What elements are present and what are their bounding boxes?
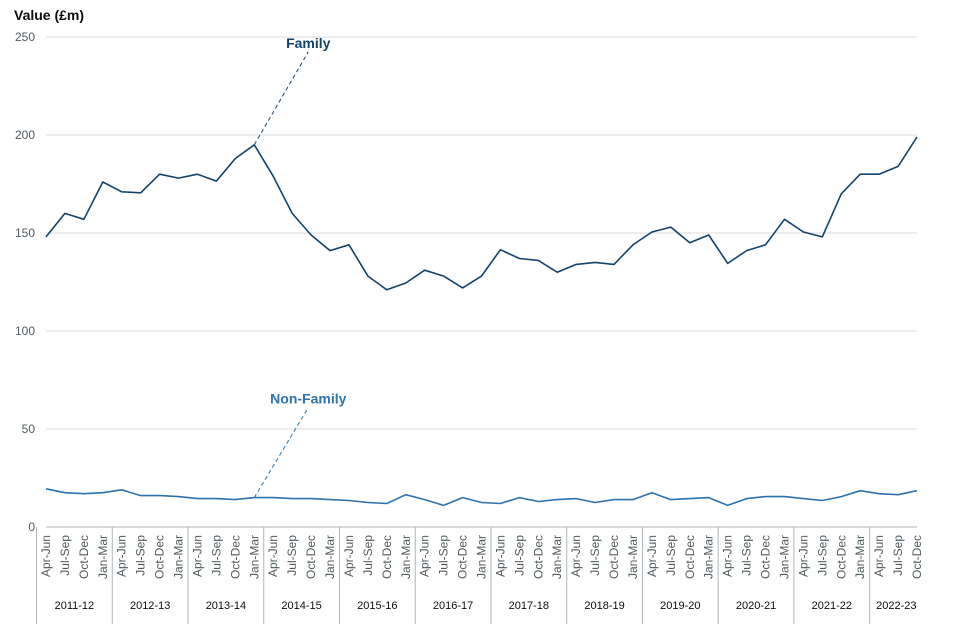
- financial-year-label: 2021-22: [812, 600, 852, 612]
- financial-year-label: 2012-13: [130, 600, 170, 612]
- x-tick-label: Jul-Sep: [361, 535, 375, 576]
- x-tick-label: Jan-Mar: [853, 535, 867, 579]
- annotation-label: Family: [286, 35, 331, 51]
- series-line-family: [45, 136, 918, 291]
- financial-year-label: 2022-23: [876, 600, 916, 612]
- x-tick-label: Apr-Jun: [190, 535, 204, 577]
- x-tick-label: Apr-Jun: [342, 535, 356, 577]
- x-tick-label: Jan-Mar: [247, 535, 261, 579]
- x-tick-label: Jul-Sep: [588, 535, 602, 576]
- financial-year-label: 2014-15: [281, 600, 321, 612]
- x-tick-label: Oct-Dec: [910, 535, 924, 579]
- financial-year-label: 2018-19: [584, 600, 624, 612]
- y-tick-label: 100: [15, 324, 35, 338]
- x-tick-label: Oct-Dec: [607, 535, 621, 579]
- x-tick-label: Jan-Mar: [702, 535, 716, 579]
- x-tick-label: Apr-Jun: [645, 535, 659, 577]
- x-tick-label: Jul-Sep: [58, 535, 72, 576]
- x-tick-label: Oct-Dec: [380, 535, 394, 579]
- x-tick-label: Apr-Jun: [569, 535, 583, 577]
- x-tick-label: Jul-Sep: [891, 535, 905, 576]
- financial-year-label: 2017-18: [509, 600, 549, 612]
- x-tick-label: Jul-Sep: [285, 535, 299, 576]
- y-tick-label: 0: [28, 520, 35, 534]
- y-tick-label: 250: [15, 30, 35, 44]
- x-tick-label: Jul-Sep: [209, 535, 223, 576]
- x-tick-label: Apr-Jun: [266, 535, 280, 577]
- y-axis-title: Value (£m): [14, 7, 85, 23]
- x-tick-label: Oct-Dec: [77, 535, 91, 579]
- financial-year-label: 2013-14: [206, 600, 246, 612]
- x-tick-label: Apr-Jun: [418, 535, 432, 577]
- y-tick-label: 50: [22, 422, 36, 436]
- x-tick-label: Apr-Jun: [721, 535, 735, 577]
- x-tick-label: Apr-Jun: [115, 535, 129, 577]
- x-tick-label: Apr-Jun: [39, 535, 53, 577]
- x-tick-label: Oct-Dec: [456, 535, 470, 579]
- x-tick-label: Jan-Mar: [777, 535, 791, 579]
- annotation-leader: [253, 51, 309, 146]
- x-tick-label: Jan-Mar: [550, 535, 564, 579]
- y-tick-label: 200: [15, 128, 35, 142]
- financial-year-label: 2019-20: [660, 600, 700, 612]
- x-tick-label: Jul-Sep: [815, 535, 829, 576]
- x-tick-label: Jan-Mar: [323, 535, 337, 579]
- x-tick-label: Oct-Dec: [531, 535, 545, 579]
- x-tick-label: Jul-Sep: [134, 535, 148, 576]
- x-tick-label: Apr-Jun: [872, 535, 886, 577]
- financial-year-label: 2020-21: [736, 600, 776, 612]
- x-tick-label: Jul-Sep: [437, 535, 451, 576]
- x-tick-label: Oct-Dec: [834, 535, 848, 579]
- annotation-leader: [253, 407, 309, 498]
- x-tick-label: Oct-Dec: [683, 535, 697, 579]
- x-tick-label: Jan-Mar: [399, 535, 413, 579]
- financial-year-label: 2015-16: [357, 600, 397, 612]
- financial-year-label: 2011-12: [55, 600, 95, 612]
- x-tick-label: Oct-Dec: [759, 535, 773, 579]
- x-tick-label: Jan-Mar: [172, 535, 186, 579]
- x-tick-label: Oct-Dec: [228, 535, 242, 579]
- financial-year-label: 2016-17: [433, 600, 473, 612]
- x-tick-label: Jan-Mar: [626, 535, 640, 579]
- x-tick-label: Jan-Mar: [96, 535, 110, 579]
- y-tick-label: 150: [15, 226, 35, 240]
- x-tick-label: Jul-Sep: [740, 535, 754, 576]
- x-tick-label: Jan-Mar: [475, 535, 489, 579]
- x-tick-label: Oct-Dec: [153, 535, 167, 579]
- x-tick-label: Apr-Jun: [796, 535, 810, 577]
- series-line-non-family: [45, 488, 918, 507]
- annotation-label: Non-Family: [270, 391, 346, 407]
- x-tick-label: Jul-Sep: [664, 535, 678, 576]
- x-tick-label: Jul-Sep: [512, 535, 526, 576]
- x-tick-label: Oct-Dec: [304, 535, 318, 579]
- x-tick-label: Apr-Jun: [493, 535, 507, 577]
